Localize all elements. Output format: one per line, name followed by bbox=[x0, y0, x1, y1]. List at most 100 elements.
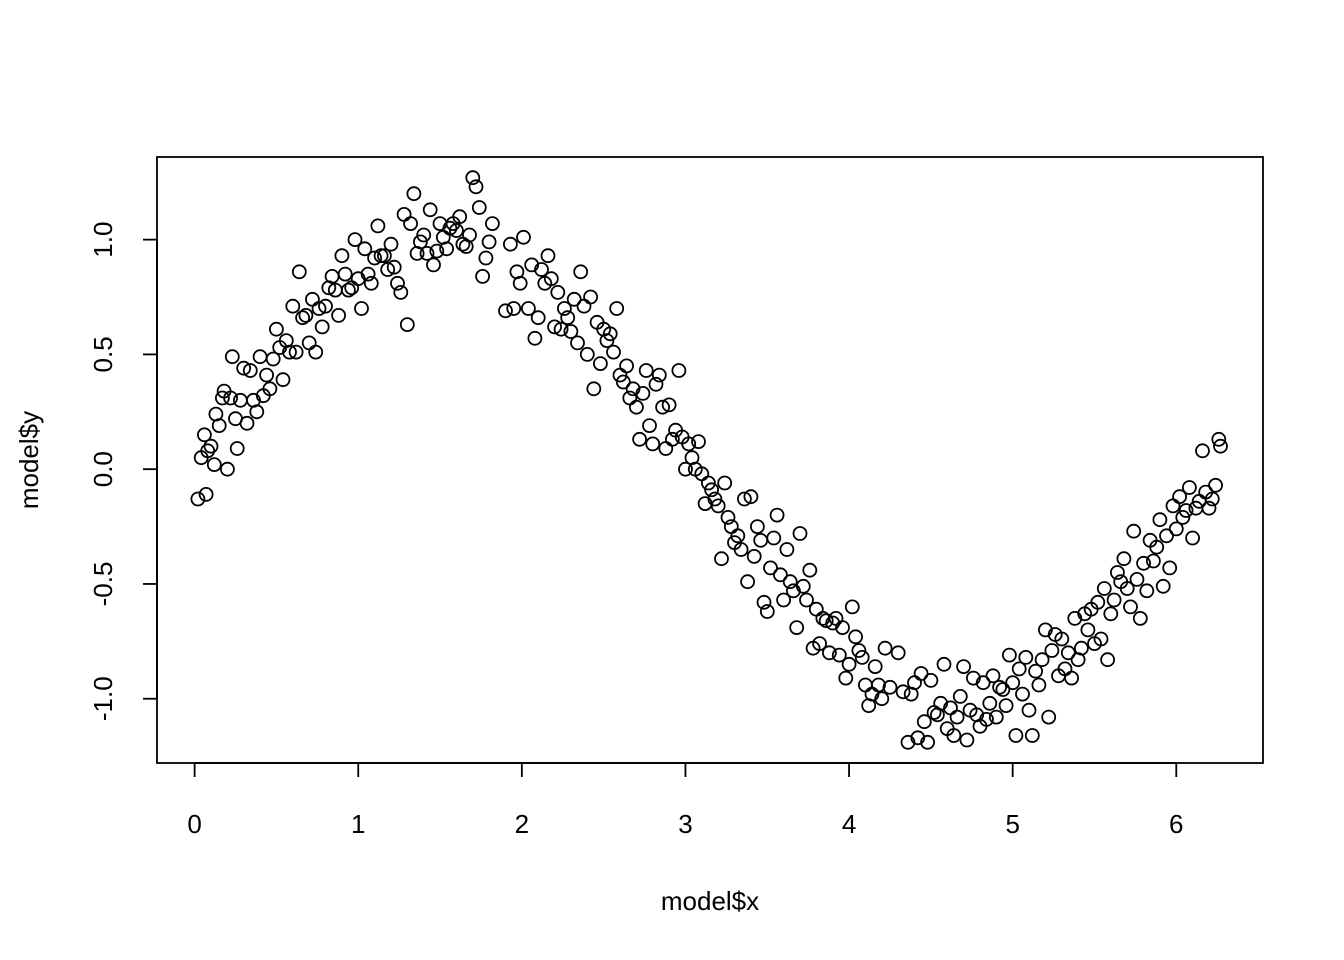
data-point bbox=[913, 666, 929, 681]
y-tick-label: 0.0 bbox=[88, 451, 118, 487]
data-point bbox=[360, 266, 376, 282]
data-point bbox=[478, 250, 494, 266]
data-point bbox=[651, 367, 667, 383]
data-point bbox=[782, 574, 798, 590]
data-point bbox=[396, 206, 412, 222]
data-point bbox=[198, 486, 214, 502]
data-point bbox=[370, 218, 386, 234]
data-point bbox=[907, 675, 922, 691]
data-point bbox=[229, 441, 245, 456]
data-point bbox=[789, 620, 805, 635]
x-tick-label: 5 bbox=[1005, 809, 1019, 839]
data-point bbox=[566, 291, 582, 307]
data-point bbox=[265, 351, 281, 367]
data-point bbox=[386, 259, 402, 275]
data-point bbox=[1139, 583, 1155, 599]
data-point bbox=[1031, 677, 1047, 693]
data-point bbox=[583, 289, 598, 305]
data-point bbox=[573, 264, 589, 280]
data-point bbox=[291, 264, 307, 280]
data-point bbox=[1149, 539, 1165, 555]
x-axis-label: model$x bbox=[661, 886, 759, 916]
data-point bbox=[619, 358, 634, 374]
data-point bbox=[756, 594, 772, 610]
data-point bbox=[753, 532, 769, 548]
data-point bbox=[998, 698, 1014, 713]
data-point bbox=[1155, 578, 1171, 594]
data-point bbox=[795, 578, 811, 594]
data-point bbox=[992, 679, 1007, 695]
data-point bbox=[952, 689, 968, 704]
data-point bbox=[383, 236, 399, 252]
plot-frame bbox=[156, 156, 1264, 764]
data-point bbox=[959, 732, 975, 748]
data-point bbox=[1168, 521, 1184, 537]
data-point bbox=[1211, 431, 1227, 447]
data-point bbox=[645, 436, 661, 452]
data-point bbox=[219, 461, 235, 477]
data-point bbox=[236, 360, 252, 376]
data-point bbox=[1018, 650, 1034, 665]
data-point bbox=[311, 301, 327, 316]
data-point bbox=[1100, 652, 1115, 668]
points-layer bbox=[190, 170, 1228, 750]
data-point bbox=[223, 390, 239, 406]
data-point bbox=[615, 374, 631, 390]
data-point bbox=[822, 645, 837, 661]
data-point bbox=[1090, 594, 1106, 610]
data-point bbox=[557, 301, 572, 316]
data-point bbox=[773, 567, 788, 583]
data-point bbox=[429, 243, 445, 259]
data-point bbox=[1034, 652, 1050, 668]
data-point bbox=[512, 275, 528, 291]
data-point bbox=[599, 333, 615, 349]
data-point bbox=[776, 592, 791, 608]
data-point bbox=[593, 356, 608, 372]
data-point bbox=[910, 730, 926, 746]
data-point bbox=[895, 684, 911, 700]
data-point bbox=[949, 709, 965, 725]
data-point bbox=[691, 434, 706, 450]
data-point bbox=[988, 709, 1004, 725]
data-point bbox=[730, 528, 746, 544]
data-point bbox=[1054, 631, 1070, 647]
data-point bbox=[1152, 512, 1168, 528]
data-point bbox=[763, 560, 778, 576]
data-point bbox=[547, 319, 562, 335]
data-point bbox=[340, 282, 356, 298]
data-point bbox=[224, 349, 240, 365]
data-point bbox=[1064, 670, 1079, 686]
data-point bbox=[818, 613, 834, 629]
data-point bbox=[665, 431, 680, 447]
data-point bbox=[1028, 663, 1043, 679]
data-point bbox=[314, 319, 330, 335]
data-point bbox=[285, 298, 301, 314]
x-tick-label: 6 bbox=[1169, 809, 1183, 839]
data-point bbox=[403, 216, 419, 232]
data-point bbox=[275, 372, 291, 388]
data-point bbox=[1213, 438, 1228, 454]
data-point bbox=[324, 268, 340, 284]
data-point bbox=[714, 551, 729, 567]
data-point bbox=[979, 712, 994, 727]
data-point bbox=[701, 475, 716, 491]
data-point bbox=[1185, 530, 1200, 546]
data-point bbox=[681, 436, 697, 452]
data-point bbox=[1126, 523, 1142, 539]
data-point bbox=[308, 344, 324, 360]
data-point bbox=[419, 245, 435, 261]
data-point bbox=[635, 385, 651, 401]
data-point bbox=[334, 248, 350, 264]
data-point bbox=[249, 404, 265, 420]
data-point bbox=[1106, 592, 1122, 608]
x-tick-label: 1 bbox=[351, 809, 365, 839]
data-point bbox=[521, 301, 536, 316]
data-point bbox=[200, 443, 216, 459]
data-point bbox=[1021, 702, 1037, 718]
data-point bbox=[740, 574, 755, 590]
data-point bbox=[399, 317, 415, 333]
data-point bbox=[916, 714, 932, 730]
data-point bbox=[211, 418, 227, 434]
data-point bbox=[586, 381, 602, 397]
data-point bbox=[190, 491, 206, 507]
